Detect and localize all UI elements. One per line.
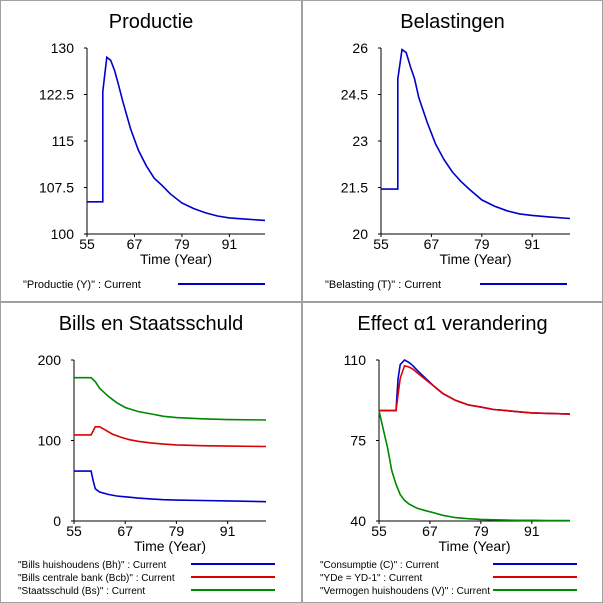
x-axis-label: Time (Year) xyxy=(140,251,212,267)
y-tick-label: 130 xyxy=(51,40,75,56)
x-tick-label: 55 xyxy=(371,523,387,539)
series-line xyxy=(74,376,267,421)
legend-label: "YDe = YD-1" : Current xyxy=(320,573,422,584)
chart-svg: 26 24.5 23 21.5 20 55 67 79 91 Time (Year) "Belast… xyxy=(325,40,571,291)
y-tick-label: 20 xyxy=(352,226,368,242)
x-axis-label: Time (Year) xyxy=(438,538,510,554)
x-tick-label: 55 xyxy=(373,236,389,252)
x-tick-label: 67 xyxy=(424,236,440,252)
x-tick-label: 79 xyxy=(473,523,489,539)
series-line xyxy=(74,426,267,448)
x-tick-label: 79 xyxy=(174,236,190,252)
y-tick-label: 115 xyxy=(52,133,75,149)
x-tick-label: 91 xyxy=(222,236,238,252)
chart-svg: 200 100 0 55 67 79 91 Time (Year) "Bills huishou… xyxy=(18,352,275,597)
x-tick-label: 91 xyxy=(220,523,236,539)
y-tick-label: 26 xyxy=(352,40,368,56)
y-tick-label: 75 xyxy=(350,433,366,449)
chart-title: Effect α1 verandering xyxy=(357,313,548,335)
legend-label: "Consumptie (C)" : Current xyxy=(320,560,439,571)
y-tick-label: 21.5 xyxy=(341,180,368,196)
series-line xyxy=(74,470,267,503)
chart-svg: 110 75 40 55 67 79 91 Time (Year) "Consumptie (C… xyxy=(320,352,577,597)
y-tick-label: 100 xyxy=(38,433,62,449)
x-tick-label: 91 xyxy=(524,523,540,539)
legend-label: "Staatsschuld (Bs)" : Current xyxy=(18,586,145,597)
x-tick-label: 67 xyxy=(117,523,133,539)
x-tick-label: 79 xyxy=(474,236,490,252)
chart-title: Productie xyxy=(108,11,194,33)
chart-panel-bills-staatsschuld: Bills en Staatsschuld 200 100 0 55 67 79 91 Tim… xyxy=(0,302,302,603)
chart-panel-productie: Productie 130 122.5 115 107.5 100 55 67 79 91 Tim… xyxy=(0,0,302,302)
series-line xyxy=(381,48,571,220)
y-tick-label: 40 xyxy=(350,513,366,529)
x-tick-label: 67 xyxy=(422,523,438,539)
y-tick-label: 24.5 xyxy=(341,87,368,103)
y-tick-label: 0 xyxy=(53,513,61,529)
x-tick-label: 67 xyxy=(127,236,143,252)
legend-label: "Bills huishoudens (Bh)" : Current xyxy=(18,560,166,571)
legend-label: "Bills centrale bank (Bcb)" : Current xyxy=(18,573,175,584)
y-tick-label: 200 xyxy=(38,352,62,368)
x-tick-label: 91 xyxy=(524,236,540,252)
y-tick-label: 107.5 xyxy=(39,180,74,196)
y-tick-label: 110 xyxy=(344,352,367,368)
chart-title: Belastingen xyxy=(400,11,505,33)
x-axis-label: Time (Year) xyxy=(439,251,511,267)
legend-label: "Vermogen huishoudens (V)" : Current xyxy=(320,586,490,597)
series-line xyxy=(378,410,570,522)
series-line xyxy=(87,55,266,222)
y-tick-label: 122.5 xyxy=(39,87,74,103)
chart-title: Bills en Staatsschuld xyxy=(58,313,244,335)
chart-panel-belastingen: Belastingen 26 24.5 23 21.5 20 55 67 79 91 Time (… xyxy=(302,0,603,302)
chart-panel-effect-alpha1: Effect α1 verandering 110 75 40 55 67 79 91 Tim… xyxy=(302,302,603,603)
x-tick-label: 55 xyxy=(79,236,95,252)
legend-label: "Belasting (T)" : Current xyxy=(325,279,441,291)
y-tick-label: 23 xyxy=(352,133,368,149)
x-tick-label: 55 xyxy=(66,523,82,539)
x-tick-label: 79 xyxy=(169,523,185,539)
legend-label: "Productie (Y)" : Current xyxy=(23,279,141,291)
series-line xyxy=(379,364,571,415)
y-tick-label: 100 xyxy=(51,226,75,242)
x-axis-label: Time (Year) xyxy=(134,538,206,554)
